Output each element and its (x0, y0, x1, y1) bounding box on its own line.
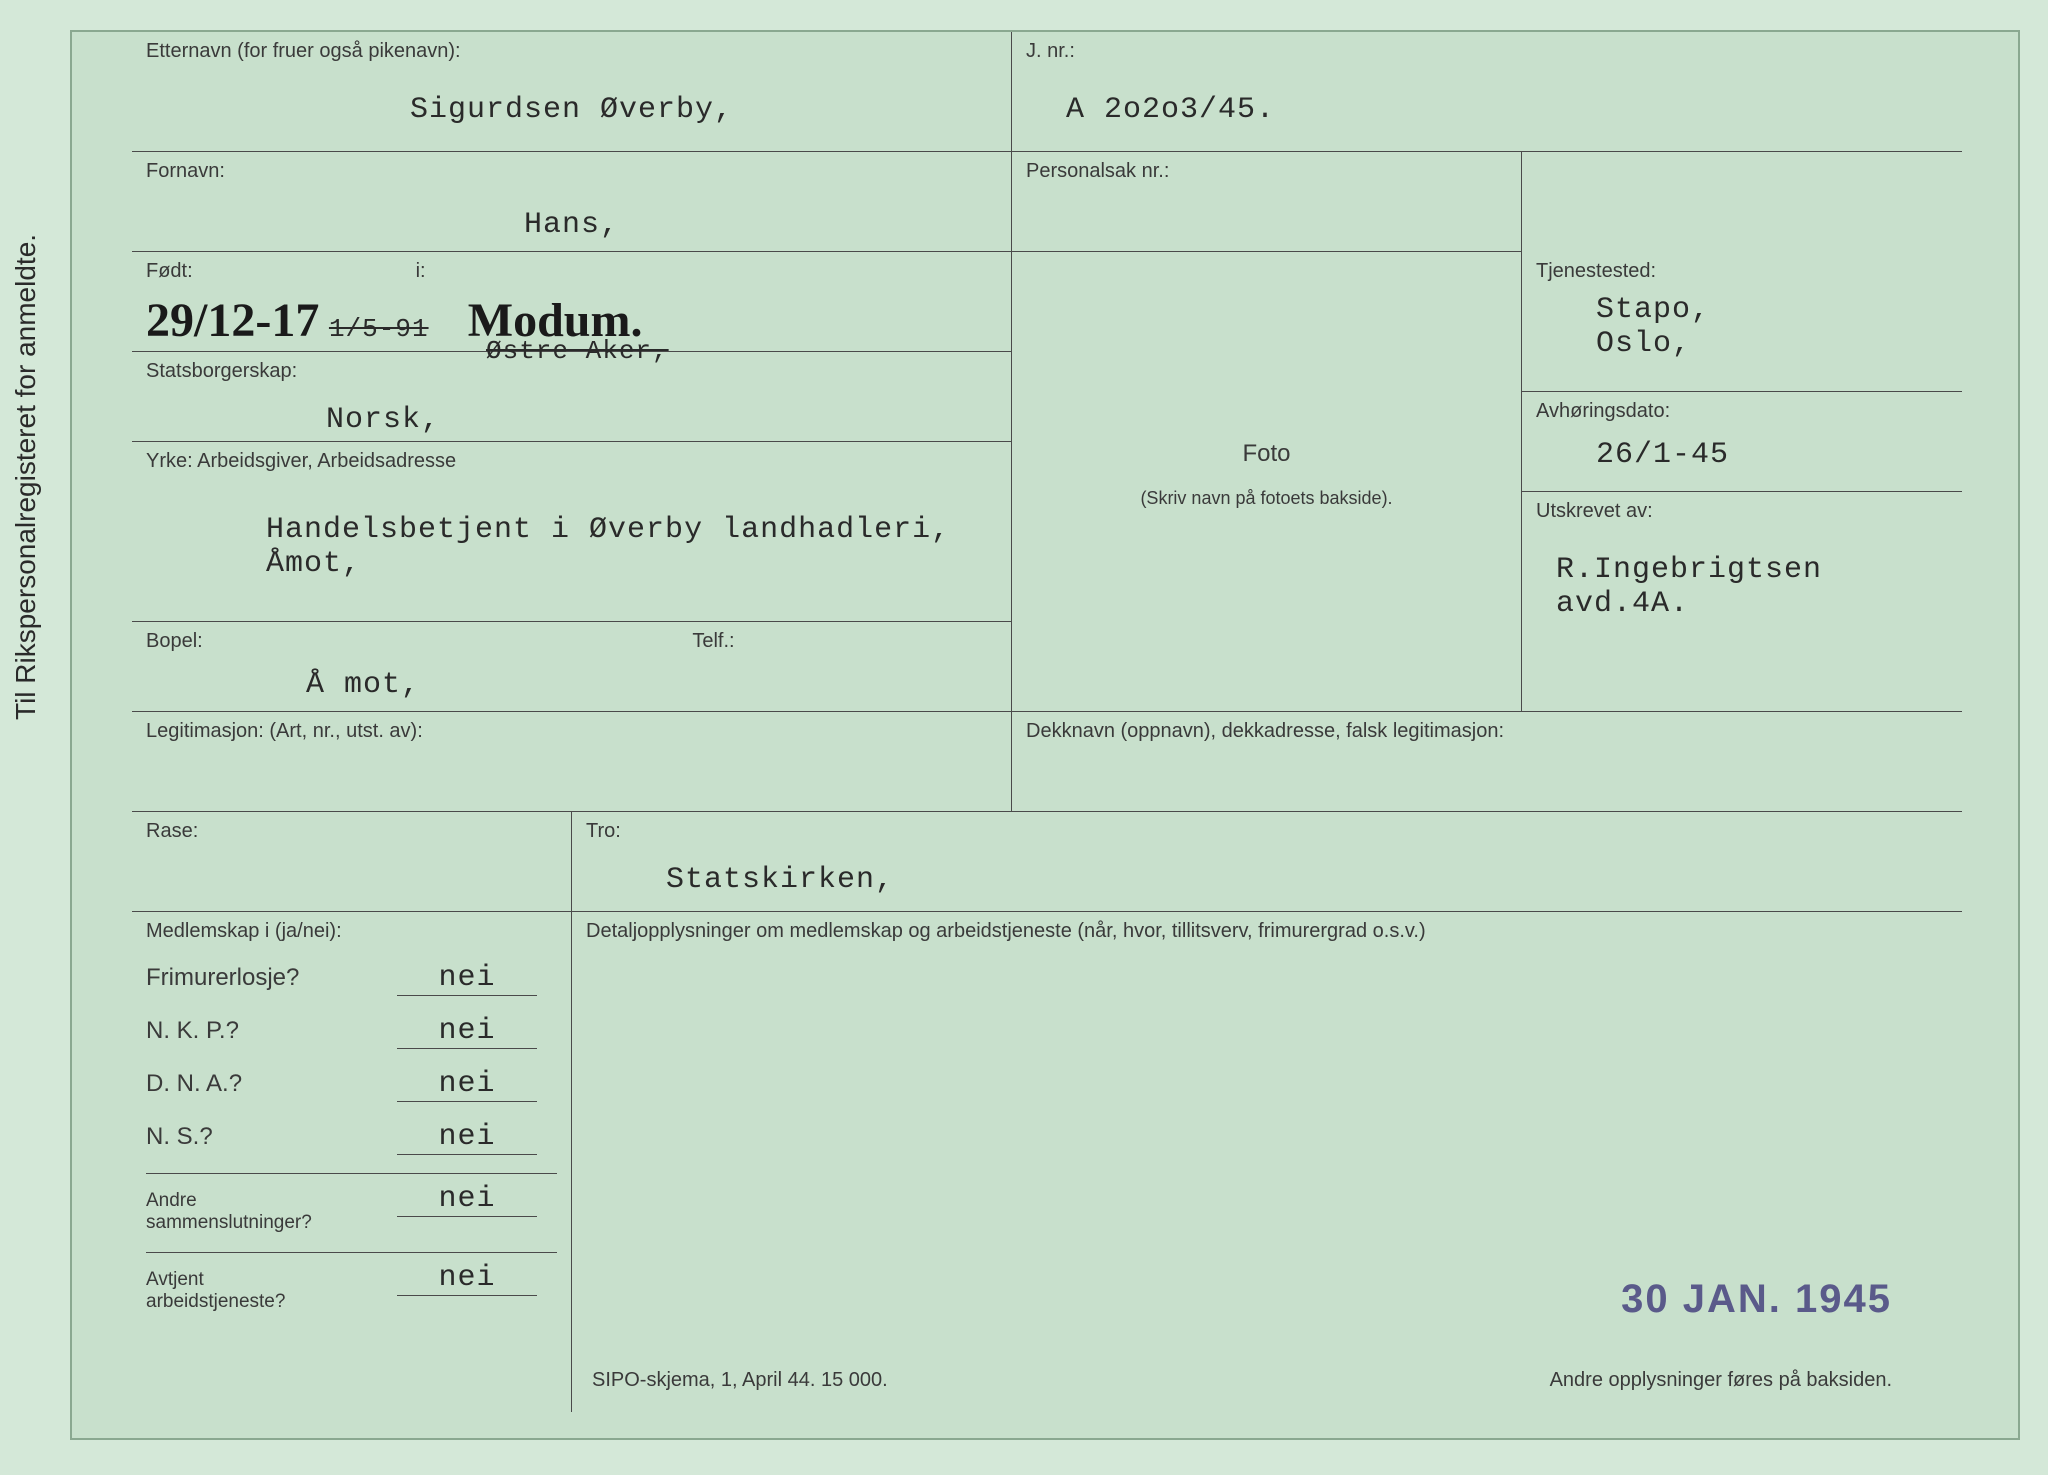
label-avhoringsdato: Avhøringsdato: (1536, 400, 1948, 423)
value-dna: nei (397, 1067, 537, 1102)
value-tro: Statskirken, (666, 863, 1948, 897)
row-nkp: N. K. P.? nei (146, 1014, 557, 1049)
label-tro: Tro: (586, 820, 1948, 843)
label-fodt: Født: (146, 260, 406, 283)
value-tjenestested: Stapo, Oslo, (1596, 293, 1948, 361)
field-avhoringsdato: Avhøringsdato: 26/1-45 (1522, 392, 1962, 492)
label-personalsak: Personalsak nr.: (1026, 160, 1507, 183)
field-personalsak: Personalsak nr.: (1012, 152, 1522, 252)
label-statsborgerskap: Statsborgerskap: (146, 360, 997, 383)
label-dekknavn: Dekknavn (oppnavn), dekkadresse, falsk l… (1026, 720, 1948, 743)
field-foto: Foto (Skriv navn på fotoets bakside). (1012, 252, 1522, 712)
value-utskrevet: R.Ingebrigtsen avd.4A. (1556, 553, 1948, 621)
label-detaljopplysninger: Detaljopplysninger om medlemskap og arbe… (586, 920, 1948, 943)
field-yrke: Yrke: Arbeidsgiver, Arbeidsadresse Hande… (132, 442, 1012, 622)
value-avhoringsdato: 26/1-45 (1596, 438, 1948, 472)
field-statsborgerskap: Statsborgerskap: Norsk, (132, 352, 1012, 442)
value-avtjent: nei (397, 1261, 537, 1296)
value-fodt-hand: 29/12-17 (146, 294, 319, 347)
label-etternavn: Etternavn (for fruer også pikenavn): (146, 40, 997, 63)
field-jnr: J. nr.: A 2o2o3/45. (1012, 32, 1962, 152)
label-foto-sub: (Skriv navn på fotoets bakside). (1026, 488, 1507, 509)
value-fornavn: Hans, (146, 208, 997, 242)
label-bopel: Bopel: (146, 630, 203, 652)
value-yrke: Handelsbetjent i Øverby landhadleri, Åmo… (266, 513, 997, 581)
field-utskrevet: Utskrevet av: R.Ingebrigtsen avd.4A. (1522, 492, 1962, 712)
field-tjenestested: Tjenestested: Stapo, Oslo, (1522, 252, 1962, 392)
value-ns: nei (397, 1120, 537, 1155)
footer-right: Andre opplysninger føres på baksiden. (1550, 1369, 1892, 1392)
field-rase: Rase: (132, 812, 572, 912)
field-dekknavn: Dekknavn (oppnavn), dekkadresse, falsk l… (1012, 712, 1962, 812)
field-detaljopplysninger: Detaljopplysninger om medlemskap og arbe… (572, 912, 1962, 1412)
label-avtjent: Avtjent arbeidstjeneste? (146, 1269, 285, 1313)
label-rase: Rase: (146, 820, 557, 843)
label-andre-sammen: Andre sammenslutninger? (146, 1190, 312, 1234)
field-fodt: Født: i: 29/12-17 1/5-91 Modum. Østre Ak… (132, 252, 1012, 352)
label-medlemskap: Medlemskap i (ja/nei): (146, 920, 557, 943)
label-telf: Telf.: (692, 630, 734, 652)
field-tro: Tro: Statskirken, (572, 812, 1962, 912)
field-etternavn: Etternavn (for fruer også pikenavn): Sig… (132, 32, 1012, 152)
label-legitimasjon: Legitimasjon: (Art, nr., utst. av): (146, 720, 997, 743)
label-i: i: (416, 260, 426, 282)
form-card: Etternavn (for fruer også pikenavn): Sig… (70, 30, 2020, 1440)
label-nkp: N. K. P.? (146, 1017, 239, 1045)
label-dna: D. N. A.? (146, 1070, 242, 1098)
value-etternavn: Sigurdsen Øverby, (146, 93, 997, 127)
label-fornavn: Fornavn: (146, 160, 997, 183)
label-ns: N. S.? (146, 1123, 213, 1151)
footer-form-id: SIPO-skjema, 1, April 44. 15 000. (592, 1369, 888, 1392)
row-avtjent: Avtjent arbeidstjeneste? nei (146, 1252, 557, 1313)
label-yrke: Yrke: Arbeidsgiver, Arbeidsadresse (146, 450, 997, 473)
value-fodt-strike: 1/5-91 (329, 314, 429, 344)
label-foto: Foto (1026, 440, 1507, 468)
label-utskrevet: Utskrevet av: (1536, 500, 1948, 523)
label-tjenestested: Tjenestested: (1536, 260, 1948, 283)
row-frimurerlosje: Frimurerlosje? nei (146, 961, 557, 996)
value-bopel: Å mot, (306, 668, 997, 702)
vertical-title: Til Rikspersonalregisteret for anmeldte. (10, 234, 42, 720)
value-frimurerlosje: nei (397, 961, 537, 996)
value-jnr: A 2o2o3/45. (1066, 93, 1948, 127)
value-nkp: nei (397, 1014, 537, 1049)
label-jnr: J. nr.: (1026, 40, 1948, 63)
value-statsborgerskap: Norsk, (326, 403, 997, 437)
value-andre-sammen: nei (397, 1182, 537, 1217)
field-fornavn: Fornavn: Hans, (132, 152, 1012, 252)
row-dna: D. N. A.? nei (146, 1067, 557, 1102)
field-bopel: Bopel: Telf.: Å mot, (132, 622, 1012, 712)
label-frimurerlosje: Frimurerlosje? (146, 964, 299, 992)
date-stamp: 30 JAN. 1945 (1621, 1277, 1892, 1322)
row-ns: N. S.? nei (146, 1120, 557, 1155)
field-legitimasjon: Legitimasjon: (Art, nr., utst. av): (132, 712, 1012, 812)
membership-section: Medlemskap i (ja/nei): Frimurerlosje? ne… (132, 912, 572, 1412)
row-andre-sammen: Andre sammenslutninger? nei (146, 1173, 557, 1234)
